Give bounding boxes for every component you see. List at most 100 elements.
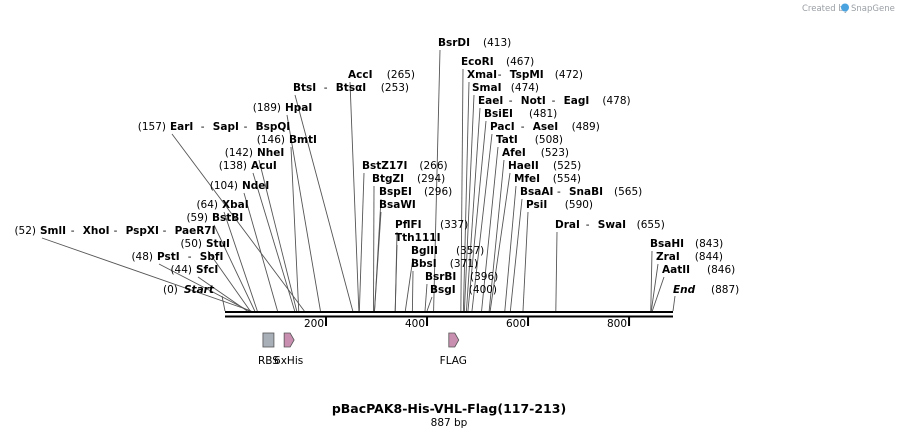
site-label-psti: (48) PstI - SbfI: [131, 251, 223, 263]
leader-line: [504, 185, 517, 312]
ruler: 200 400 600 800: [304, 317, 631, 330]
enzyme-name: Tth111I: [395, 232, 440, 244]
feature-rbs: RBS: [258, 332, 279, 367]
site-label-zrai: ZraI (844): [656, 251, 723, 263]
feature-label: FLAG: [440, 355, 467, 367]
name-separator: -: [557, 186, 561, 198]
enzyme-name: SwaI: [598, 219, 626, 231]
leader-line: [286, 114, 321, 312]
ruler-tick-label: 600: [506, 318, 526, 330]
site-label-btgzi: BtgZI (294): [372, 173, 445, 185]
enzyme-name: NotI: [521, 95, 546, 107]
site-label-eaei: EaeI - NotI - EagI (478): [478, 95, 631, 107]
name-separator: -: [114, 225, 118, 237]
name-separator: -: [552, 95, 556, 107]
site-position: (266): [419, 160, 447, 172]
end-marker: End (887): [673, 284, 739, 296]
enzyme-name: HpaI: [285, 102, 312, 114]
enzyme-name: DraI: [555, 219, 580, 231]
site-label-bbsi: BbsI (371): [411, 258, 478, 270]
leader-line: [374, 211, 382, 312]
name-separator: -: [521, 121, 525, 133]
start-marker: (0) Start: [163, 284, 215, 296]
enzyme-name: MfeI: [514, 173, 540, 185]
site-label-drai: DraI - SwaI (655): [555, 219, 665, 231]
start-leader-line: [221, 295, 226, 312]
rbs-box: [262, 332, 275, 348]
site-label-haeii: HaeII (525): [508, 160, 581, 172]
site-position: (396): [470, 271, 498, 283]
enzyme-name: SnaBI: [569, 186, 603, 198]
leader-line: [294, 94, 354, 312]
enzyme-name: BsiEI: [484, 108, 513, 120]
enzyme-name: PacI: [490, 121, 515, 133]
site-position: (64): [196, 199, 218, 211]
site-label-afei: AfeI (523): [502, 147, 569, 159]
site-position: (467): [506, 56, 534, 68]
enzyme-name: BglII: [411, 245, 438, 257]
site-position: (843): [695, 238, 723, 250]
enzyme-name: AccI: [348, 69, 372, 81]
site-label-psii: PsiI (590): [526, 199, 593, 211]
ruler-tick-label: 400: [405, 318, 425, 330]
leader-line: [426, 296, 433, 312]
enzyme-name: SbfI: [200, 251, 224, 263]
feature-label: 6xHis: [274, 355, 303, 367]
enzyme-name: NheI: [257, 147, 284, 159]
site-labels: BsrDI (413)EcoRI (467)XmaI - TspMI (472)SmaI(…: [14, 37, 735, 296]
end-position: (887): [711, 284, 739, 296]
leader-line: [424, 283, 428, 312]
site-label-bsahi: BsaHI (843): [650, 238, 723, 250]
name-separator: -: [188, 251, 192, 263]
feature-6xhis: 6xHis: [274, 332, 303, 367]
map-title: pBacPAK8-His-VHL-Flag(117-213): [332, 401, 566, 416]
enzyme-name: BsaAI: [520, 186, 553, 198]
site-position: (48): [131, 251, 153, 263]
cds-arrow: [448, 332, 460, 348]
site-position: (554): [553, 173, 581, 185]
enzyme-name: TspMI: [510, 69, 544, 81]
enzyme-name: BtgZI: [372, 173, 404, 185]
site-position: (474): [511, 82, 539, 94]
site-position: (265): [387, 69, 415, 81]
site-position: (844): [695, 251, 723, 263]
enzyme-name: BsaWI: [379, 199, 416, 211]
site-position: (142): [225, 147, 253, 159]
site-position: (337): [440, 219, 468, 231]
site-label-eari: (157) EarI - SapI - BspQI: [138, 121, 290, 133]
leader-line: [462, 81, 470, 312]
map-length: 887 bp: [431, 417, 468, 429]
feature-label: RBS: [258, 355, 279, 367]
enzyme-name: BsaHI: [650, 238, 684, 250]
feature-flag: FLAG: [440, 332, 467, 367]
site-label-bspei: BspEI (296): [379, 186, 452, 198]
leader-line: [373, 185, 375, 312]
site-label-hpai: (189) HpaI: [253, 102, 313, 114]
enzyme-name: PaeR7I: [175, 225, 216, 237]
leader-line: [489, 172, 511, 312]
enzyme-name: SmaI: [472, 82, 502, 94]
enzyme-name: NdeI: [242, 180, 269, 192]
leader-line: [433, 49, 441, 312]
enzyme-name: HaeII: [508, 160, 539, 172]
site-position: (478): [602, 95, 630, 107]
site-position: (189): [253, 102, 281, 114]
site-label-acui: (138) AcuI: [219, 160, 277, 172]
enzyme-name: PsiI: [526, 199, 547, 211]
site-position: (371): [450, 258, 478, 270]
leader-line: [460, 68, 464, 312]
site-label-ecori: EcoRI (467): [461, 56, 534, 68]
enzyme-name: PspXI: [126, 225, 159, 237]
leader-line: [207, 250, 251, 312]
ruler-tick-label: 800: [607, 318, 627, 330]
site-position: (655): [637, 219, 665, 231]
site-label-bsgi: BsgI (400): [430, 284, 497, 296]
site-position: (357): [456, 245, 484, 257]
snapgene-credit: Created by SnapGene: [802, 3, 895, 14]
site-label-mfei: MfeI (554): [514, 173, 581, 185]
site-position: (44): [170, 264, 192, 276]
enzyme-name: XbaI: [222, 199, 249, 211]
site-position: (146): [257, 134, 285, 146]
site-label-paci: PacI - AseI (489): [490, 121, 600, 133]
leader-line: [463, 94, 475, 312]
